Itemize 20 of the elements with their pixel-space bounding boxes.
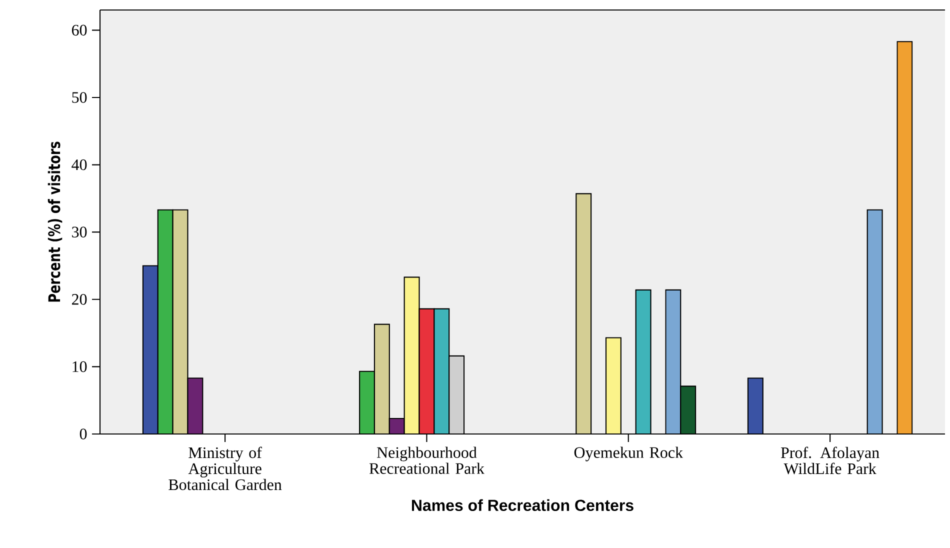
x-tick-label: Neighbourhood Recreational Park [369, 446, 484, 474]
bar [576, 193, 592, 434]
bar [374, 324, 390, 434]
bar [158, 210, 173, 434]
y-tick-label: 50 [72, 92, 87, 103]
bar [172, 210, 188, 434]
y-tick-label: 10 [72, 361, 87, 372]
x-tick-label: Ministry of Agriculture Botanical Garden [168, 446, 282, 490]
y-tick-label: 60 [72, 24, 87, 36]
y-tick-label: 30 [72, 226, 87, 238]
bar [605, 337, 622, 434]
y-tick-label: 40 [72, 159, 87, 170]
y-axis-title: Percent (%) of visitors [48, 142, 62, 302]
y-tick-label: 20 [72, 294, 87, 305]
x-tick-label: Prof. Afolayan WildLife Park [780, 446, 880, 474]
bar [404, 277, 420, 434]
x-axis-title: Names of Recreation Centers [412, 499, 634, 512]
x-tick-label: Oyemekun Rock [574, 446, 684, 462]
bar [359, 370, 376, 434]
y-tick-label: 0 [80, 428, 87, 440]
